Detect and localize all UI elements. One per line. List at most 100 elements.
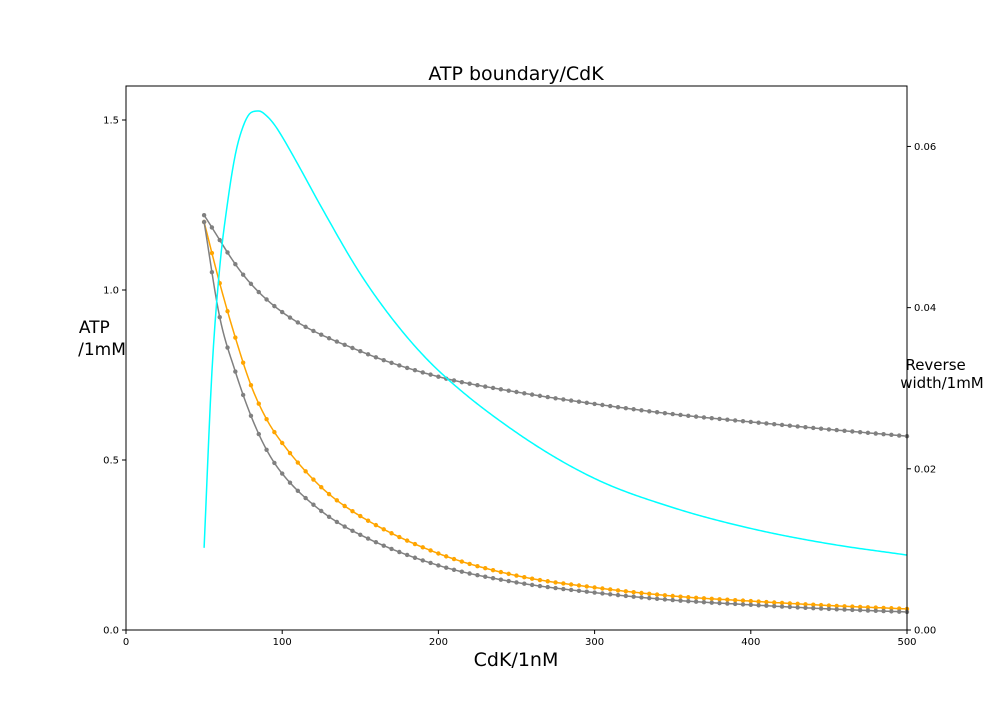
series-3-point — [686, 599, 691, 604]
series-2-point — [568, 582, 574, 587]
series-3-line — [203, 221, 908, 613]
series-2-point — [600, 586, 605, 591]
series-2-point — [686, 595, 691, 600]
y2-tick-label: 0.06 — [914, 142, 936, 153]
series-3-point — [834, 607, 839, 612]
series-1-point — [365, 352, 371, 357]
series-1-point — [475, 383, 480, 388]
series-3-point — [522, 581, 527, 586]
series-3-point — [693, 599, 699, 604]
series-2-point — [248, 383, 254, 388]
series-1-point — [428, 372, 433, 377]
series-3-point — [662, 597, 668, 602]
series-1-point — [670, 411, 675, 417]
series-1-point — [654, 410, 660, 415]
series-2-point — [740, 598, 746, 603]
chart-title: ATP boundary/CdK — [428, 63, 604, 85]
series-1-point — [850, 429, 855, 434]
series-1-point — [709, 415, 714, 421]
series-1-point — [787, 423, 793, 428]
series-2-point — [287, 450, 293, 456]
series-3-point — [412, 555, 418, 560]
series-1-point — [842, 428, 847, 433]
series-3-point — [467, 571, 472, 576]
series-3-point — [326, 514, 332, 519]
series-1-point — [881, 431, 886, 437]
series-4-line — [203, 110, 908, 556]
series-3-point — [311, 502, 316, 507]
series-1-point — [240, 272, 246, 277]
series-1-point — [522, 391, 527, 396]
series-2-point — [764, 599, 769, 605]
series-2-point — [889, 606, 894, 611]
series-1-point — [818, 426, 824, 431]
series-1-point — [756, 420, 761, 425]
series-1-point — [576, 399, 582, 404]
series-1-point — [592, 401, 597, 407]
series-2-point — [826, 603, 832, 608]
series-1-point — [209, 225, 215, 230]
series-3-point — [584, 589, 589, 594]
series-1-point — [217, 237, 222, 243]
series-2-point — [209, 250, 215, 256]
series-2-point — [647, 591, 652, 597]
x-tick-label: 400 — [741, 637, 760, 648]
series-1-point — [795, 424, 800, 429]
series-2-point — [623, 589, 629, 594]
series-1-point — [467, 381, 472, 386]
series-1-point — [553, 396, 558, 401]
series-1-point — [436, 374, 441, 379]
series-2-point — [483, 566, 488, 571]
y-axis-label: ATP /1mM — [78, 318, 126, 360]
series-2-point — [803, 602, 808, 607]
series-2-point — [319, 485, 324, 490]
series-1-point — [545, 394, 550, 400]
series-2-point — [693, 595, 699, 600]
series-3-point — [475, 572, 480, 578]
series-3-point — [209, 269, 215, 275]
series-3-point — [857, 608, 863, 613]
series-2-point — [818, 602, 824, 608]
series-1-point — [803, 425, 808, 430]
series-2-point — [865, 605, 871, 610]
series-2-point — [365, 518, 371, 523]
series-3-point — [670, 597, 675, 603]
series-3-point — [201, 219, 207, 225]
series-3-point — [225, 345, 230, 350]
series-3-point — [436, 563, 441, 568]
series-3-point — [303, 495, 308, 501]
y2-tick-label: 0.00 — [914, 626, 936, 637]
series-3-point — [678, 598, 683, 603]
series-1-point — [381, 357, 386, 363]
series-2-point — [732, 597, 738, 603]
series-1-point — [280, 309, 285, 315]
series-2-point — [459, 559, 465, 564]
y2-tick-label: 0.02 — [914, 464, 936, 475]
series-3-point — [803, 605, 808, 610]
series-2-point — [240, 360, 246, 365]
y2-axis-label: Reverse width/1mM — [900, 356, 984, 392]
series-2-point — [670, 593, 675, 599]
series-2-point — [639, 590, 644, 596]
series-2-point — [272, 429, 277, 435]
x-tick-label: 500 — [897, 637, 916, 648]
series-1-point — [397, 363, 402, 368]
series-2-point — [725, 597, 730, 602]
series-2-point — [662, 593, 668, 598]
series-1-point — [389, 360, 394, 366]
series-3-point — [881, 608, 886, 614]
series-3-point — [490, 576, 496, 581]
series-3-point — [608, 592, 613, 597]
series-3-point — [615, 592, 621, 598]
series-1-point — [287, 315, 293, 320]
y-axis-label-line-2: /1mM — [78, 340, 126, 360]
series-1-point — [326, 336, 332, 341]
series-1-point — [647, 409, 652, 414]
series-2-point — [529, 576, 535, 581]
series-3-point — [779, 604, 785, 609]
series-3-point — [459, 569, 465, 574]
series-3-point — [740, 602, 746, 607]
series-1-point — [529, 392, 535, 397]
series-2-point — [850, 604, 855, 609]
series-1-point — [834, 427, 839, 433]
